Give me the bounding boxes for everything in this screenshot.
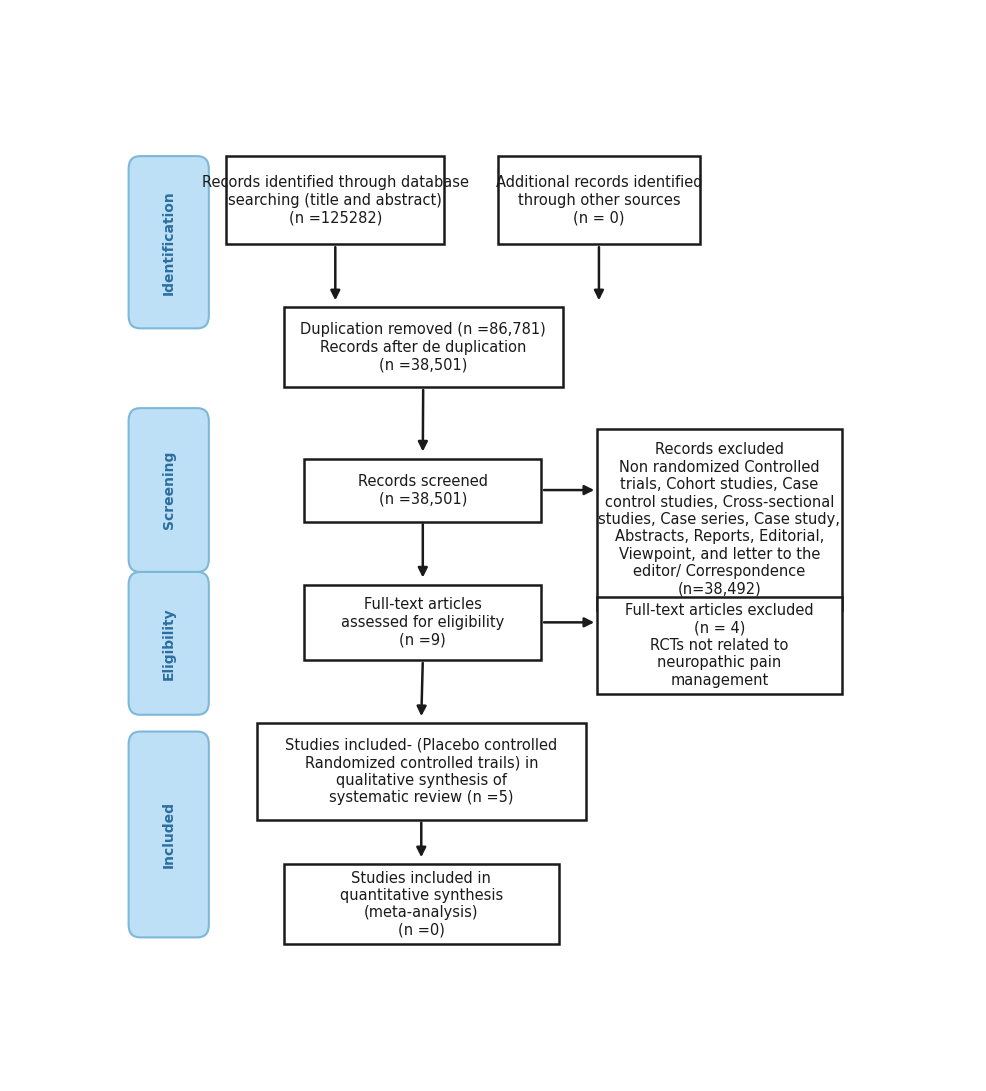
Text: Additional records identified
through other sources
(n = 0): Additional records identified through ot… bbox=[496, 176, 702, 225]
Text: Eligibility: Eligibility bbox=[162, 607, 176, 680]
FancyBboxPatch shape bbox=[597, 429, 841, 610]
FancyBboxPatch shape bbox=[128, 156, 209, 328]
Text: Identification: Identification bbox=[162, 190, 176, 295]
Text: Included: Included bbox=[162, 801, 176, 868]
FancyBboxPatch shape bbox=[128, 572, 209, 715]
Text: Screening: Screening bbox=[162, 451, 176, 529]
FancyBboxPatch shape bbox=[128, 732, 209, 937]
Text: Records excluded
Non randomized Controlled
trials, Cohort studies, Case
control : Records excluded Non randomized Controll… bbox=[599, 442, 840, 597]
Text: Records identified through database
searching (title and abstract)
(n =125282): Records identified through database sear… bbox=[202, 176, 468, 225]
Text: Studies included in
quantitative synthesis
(meta-analysis)
(n =0): Studies included in quantitative synthes… bbox=[339, 871, 503, 938]
Text: Studies included- (Placebo controlled
Randomized controlled trails) in
qualitati: Studies included- (Placebo controlled Ra… bbox=[285, 738, 557, 805]
FancyBboxPatch shape bbox=[305, 458, 541, 521]
Text: Duplication removed (n =86,781)
Records after de duplication
(n =38,501): Duplication removed (n =86,781) Records … bbox=[301, 322, 546, 372]
Text: Full-text articles
assessed for eligibility
(n =9): Full-text articles assessed for eligibil… bbox=[341, 598, 505, 647]
FancyBboxPatch shape bbox=[227, 156, 444, 244]
FancyBboxPatch shape bbox=[128, 408, 209, 572]
FancyBboxPatch shape bbox=[257, 723, 586, 819]
Text: Records screened
(n =38,501): Records screened (n =38,501) bbox=[358, 473, 488, 506]
FancyBboxPatch shape bbox=[284, 308, 563, 387]
Text: Full-text articles excluded
(n = 4)
RCTs not related to
neuropathic pain
managem: Full-text articles excluded (n = 4) RCTs… bbox=[625, 603, 813, 687]
FancyBboxPatch shape bbox=[305, 585, 541, 660]
FancyBboxPatch shape bbox=[597, 597, 841, 694]
FancyBboxPatch shape bbox=[498, 156, 700, 244]
FancyBboxPatch shape bbox=[284, 864, 559, 944]
